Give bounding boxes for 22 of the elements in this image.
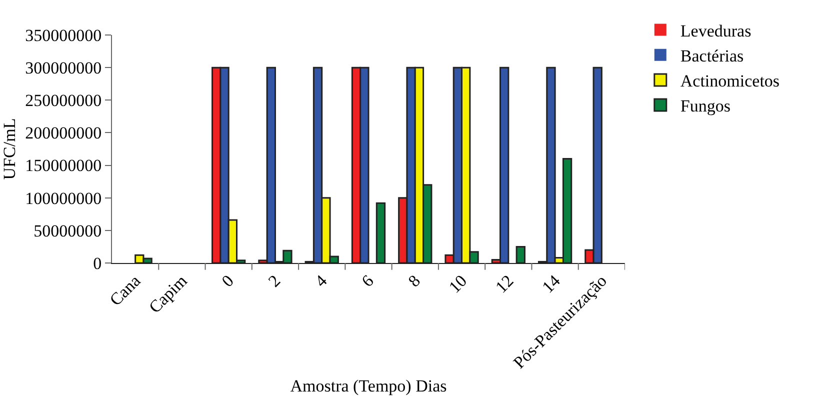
- legend-label: Actinomicetos: [680, 72, 780, 91]
- y-tick-label: 0: [93, 254, 102, 273]
- x-tick-label: 12: [492, 271, 518, 297]
- y-tick-label: 50000000: [34, 221, 102, 240]
- x-tick-label: Cana: [106, 270, 144, 310]
- y-tick-label: 300000000: [25, 58, 102, 78]
- y-axis-title: UFC/mL: [0, 118, 19, 180]
- y-tick-label: 150000000: [25, 156, 102, 176]
- y-tick-label: 350000000: [25, 26, 102, 45]
- y-tick-label: 100000000: [25, 188, 102, 208]
- legend-label: Leveduras: [680, 21, 752, 40]
- x-tick-label: 4: [311, 270, 332, 291]
- x-axis-title: Amostra (Tempo) Dias: [290, 376, 447, 396]
- legend-label: Fungos: [680, 96, 730, 116]
- x-tick-label: 10: [445, 271, 471, 297]
- y-tick-label: 200000000: [25, 124, 102, 143]
- x-tick-label: 2: [264, 271, 284, 291]
- y-tick-label: 250000000: [25, 91, 102, 110]
- x-tick-label: 6: [358, 271, 378, 291]
- x-tick-label: 0: [218, 271, 238, 291]
- x-tick-label: 8: [404, 271, 424, 291]
- legend-label: Bactérias: [680, 46, 744, 66]
